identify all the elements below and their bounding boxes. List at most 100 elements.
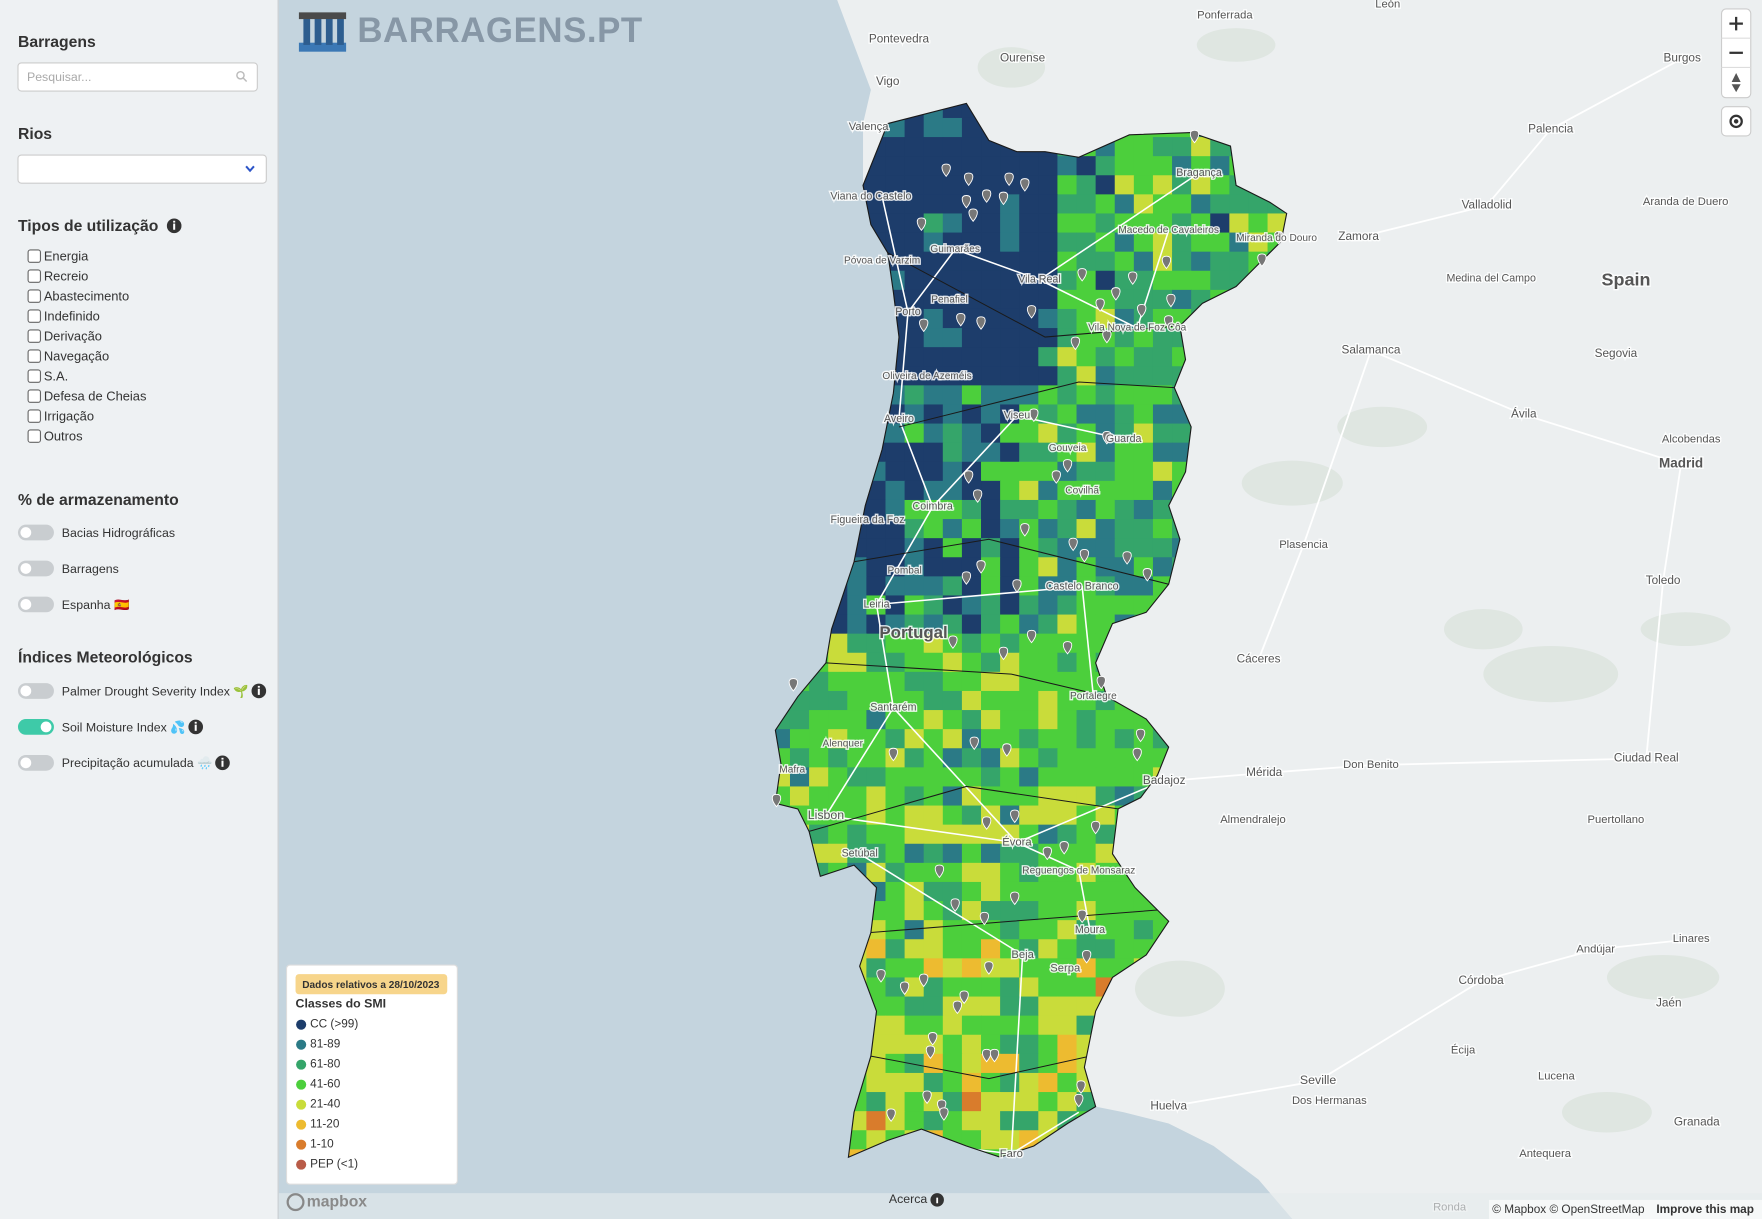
dam-marker[interactable]	[963, 470, 974, 484]
dam-marker[interactable]	[1010, 809, 1020, 824]
river-select[interactable]	[17, 154, 267, 184]
dam-marker[interactable]	[1090, 820, 1101, 835]
dam-marker[interactable]	[956, 313, 966, 327]
dam-marker[interactable]	[976, 560, 986, 574]
dam-marker[interactable]	[981, 816, 992, 830]
dam-marker[interactable]	[1076, 1080, 1086, 1094]
checkbox[interactable]	[27, 409, 42, 423]
dam-marker[interactable]	[928, 1032, 938, 1046]
attribution[interactable]: © Mapbox © OpenStreetMap	[1492, 1203, 1645, 1216]
dam-marker[interactable]	[969, 736, 979, 751]
zoom-in-button[interactable]	[1729, 16, 1743, 31]
about-link[interactable]: Acerca	[889, 1192, 928, 1206]
checkbox[interactable]	[27, 309, 42, 323]
dam-marker[interactable]	[1081, 950, 1092, 964]
dam-marker[interactable]	[1051, 470, 1061, 484]
dam-marker[interactable]	[979, 911, 990, 926]
dam-marker[interactable]	[972, 489, 983, 503]
dam-marker[interactable]	[1026, 305, 1037, 319]
checkbox[interactable]	[27, 369, 42, 383]
dam-marker[interactable]	[1102, 430, 1112, 445]
dam-marker[interactable]	[1095, 298, 1105, 312]
dam-marker[interactable]	[1077, 909, 1087, 924]
dam-marker[interactable]	[1128, 271, 1138, 285]
dam-marker[interactable]	[998, 191, 1009, 206]
dam-marker[interactable]	[952, 1000, 963, 1015]
dam-marker[interactable]	[899, 981, 910, 996]
compass-button[interactable]	[1731, 73, 1741, 93]
dam-marker[interactable]	[981, 189, 992, 203]
dam-marker[interactable]	[1274, 230, 1284, 245]
dam-marker[interactable]	[771, 793, 782, 808]
dam-marker[interactable]	[950, 898, 960, 912]
dam-marker[interactable]	[1059, 841, 1069, 855]
logo[interactable]: BARRAGENS.PT	[298, 11, 643, 52]
dam-marker[interactable]	[1062, 459, 1073, 473]
dam-marker[interactable]	[925, 1045, 936, 1060]
dam-marker[interactable]	[1012, 579, 1022, 593]
dam-marker[interactable]	[948, 635, 958, 649]
dam-marker[interactable]	[1164, 315, 1174, 329]
dam-marker[interactable]	[1166, 293, 1176, 308]
search-input[interactable]	[17, 62, 258, 92]
legend-label: 1-10	[310, 1138, 334, 1151]
dam-marker[interactable]	[1132, 747, 1142, 762]
dam-marker[interactable]	[1077, 268, 1087, 282]
dam-marker[interactable]	[1062, 641, 1073, 655]
map-label: Alenquer	[823, 738, 864, 749]
dam-marker[interactable]	[1161, 255, 1172, 270]
dam-marker[interactable]	[1189, 129, 1200, 144]
dam-marker[interactable]	[1122, 551, 1132, 565]
dam-marker[interactable]	[1020, 523, 1030, 537]
checkbox[interactable]	[27, 429, 42, 443]
dam-marker[interactable]	[1026, 629, 1037, 644]
dam-marker[interactable]	[788, 678, 799, 692]
dam-marker[interactable]	[981, 1048, 992, 1063]
checkbox[interactable]	[27, 329, 42, 343]
dam-marker[interactable]	[976, 316, 986, 330]
dam-marker[interactable]	[984, 961, 994, 975]
checkbox[interactable]	[27, 269, 42, 283]
dam-marker[interactable]	[1079, 548, 1090, 563]
dam-marker[interactable]	[1135, 728, 1146, 743]
smi-cell	[981, 786, 1001, 807]
dam-marker[interactable]	[1004, 172, 1014, 187]
checkbox[interactable]	[27, 249, 42, 263]
dam-marker[interactable]	[888, 747, 899, 762]
checkbox[interactable]	[27, 389, 42, 403]
dam-marker[interactable]	[1111, 287, 1121, 301]
dam-marker[interactable]	[934, 864, 945, 879]
dam-marker[interactable]	[1137, 304, 1147, 318]
dam-marker[interactable]	[959, 990, 969, 1004]
dam-marker[interactable]	[886, 1108, 896, 1122]
dam-marker[interactable]	[989, 1048, 1000, 1063]
dam-marker[interactable]	[1020, 178, 1030, 192]
dam-marker[interactable]	[963, 172, 974, 187]
dam-marker[interactable]	[939, 1107, 949, 1121]
dam-marker[interactable]	[916, 217, 927, 232]
dam-marker[interactable]	[968, 208, 978, 223]
dam-marker[interactable]	[1029, 408, 1039, 423]
dam-marker[interactable]	[1142, 568, 1152, 582]
dam-marker[interactable]	[941, 163, 951, 178]
dam-marker[interactable]	[998, 646, 1009, 661]
dam-marker[interactable]	[919, 318, 929, 333]
dam-marker[interactable]	[1042, 846, 1052, 861]
checkbox[interactable]	[27, 289, 42, 303]
dam-marker[interactable]	[876, 969, 886, 983]
improve-link[interactable]: Improve this map	[1656, 1203, 1754, 1216]
dam-marker[interactable]	[961, 195, 972, 209]
dam-marker[interactable]	[1068, 537, 1078, 552]
dam-marker[interactable]	[922, 1090, 932, 1104]
dam-marker[interactable]	[1002, 743, 1012, 757]
dam-marker[interactable]	[1102, 329, 1112, 344]
dam-marker[interactable]	[1010, 891, 1020, 906]
dam-marker[interactable]	[1074, 1093, 1084, 1108]
dam-marker[interactable]	[961, 571, 972, 585]
brand[interactable]: mapbox	[307, 1193, 368, 1210]
dam-marker[interactable]	[1070, 336, 1081, 351]
dam-marker[interactable]	[919, 973, 929, 988]
checkbox[interactable]	[27, 349, 42, 363]
dam-marker[interactable]	[1257, 253, 1267, 267]
dam-marker[interactable]	[1096, 675, 1106, 690]
